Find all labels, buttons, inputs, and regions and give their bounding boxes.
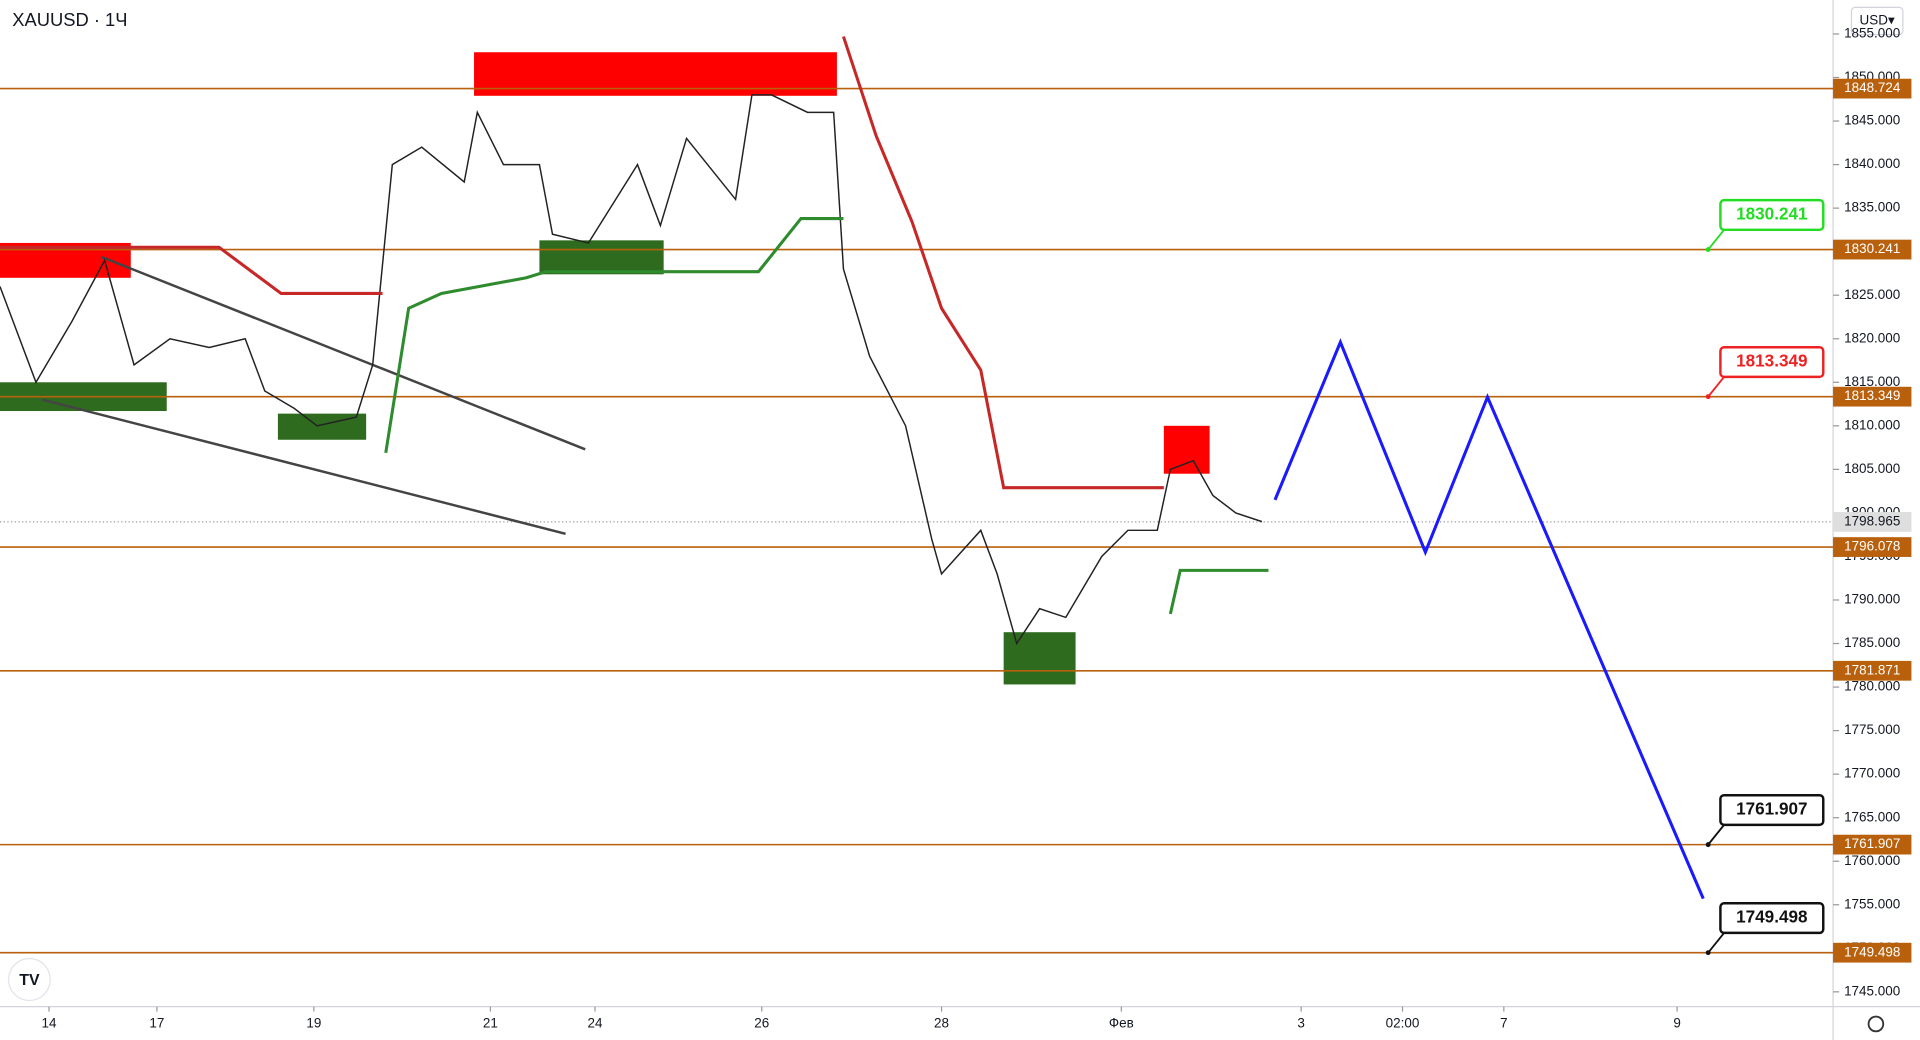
level-label: 1848.724: [1844, 80, 1901, 95]
y-tick-label: 1805.000: [1844, 461, 1900, 476]
y-tick-label: 1785.000: [1844, 635, 1900, 650]
callout-label: 1830.241: [1736, 203, 1808, 223]
callout-box: [1719, 902, 1825, 935]
level-label-bg: [1833, 78, 1912, 99]
y-tick-label: 1790.000: [1844, 592, 1900, 607]
zone: [1163, 425, 1210, 474]
logo: TV: [7, 957, 51, 1002]
symbol: XAUUSD · 1Ч: [12, 9, 127, 30]
callout-label: 1761.907: [1736, 799, 1807, 819]
x-tick-label: 14: [42, 1015, 57, 1030]
x-tick-label: 7: [1500, 1015, 1507, 1030]
level-label-bg: [1833, 834, 1912, 855]
level-label: 1830.241: [1844, 241, 1900, 256]
y-tick-label: 1840.000: [1844, 156, 1900, 171]
x-tick-label: 02:00: [1386, 1015, 1420, 1030]
callout-box: [1719, 793, 1825, 827]
trendline: [42, 398, 566, 536]
level-label: 1781.871: [1844, 662, 1900, 677]
indicator-line: [842, 36, 1164, 490]
x-tick-label: 3: [1297, 1015, 1304, 1030]
current-price-bg: [1833, 512, 1912, 532]
level-label-bg: [1833, 660, 1912, 681]
x-tick-label: 9: [1673, 1015, 1680, 1030]
y-tick-label: 1845.000: [1844, 113, 1900, 128]
y-tick-label: 1745.000: [1844, 983, 1900, 998]
price-line: [0, 94, 1263, 646]
indicator-line: [1273, 338, 1705, 900]
callout-pointer: [1707, 229, 1725, 251]
y-tick-label: 1815.000: [1844, 374, 1900, 389]
currency-button[interactable]: [1850, 6, 1904, 36]
level-label: 1813.349: [1844, 388, 1900, 403]
x-tick-label: Фев: [1109, 1015, 1134, 1030]
trendline: [100, 255, 586, 451]
svg-text:TV: TV: [19, 972, 40, 989]
x-tick-label: 17: [149, 1015, 164, 1030]
current-price-label: 1798.965: [1844, 513, 1900, 528]
x-tick-label: 26: [754, 1015, 769, 1030]
y-tick-label: 1825.000: [1844, 287, 1900, 302]
y-tick-label: 1770.000: [1844, 766, 1900, 781]
y-tick-label: 1820.000: [1844, 330, 1900, 345]
indicator-line: [384, 217, 844, 454]
callout-pointer: [1707, 932, 1725, 954]
y-tick-label: 1775.000: [1844, 722, 1900, 737]
currency[interactable]: USD▾: [1860, 13, 1895, 28]
level-label-bg: [1833, 537, 1912, 557]
level-label: 1796.078: [1844, 539, 1900, 554]
y-tick-label: 1765.000: [1844, 809, 1900, 824]
y-tick-label: 1855.000: [1844, 26, 1900, 41]
y-tick-label: 1810.000: [1844, 417, 1900, 432]
y-tick-label: 1835.000: [1844, 200, 1900, 215]
x-tick-label: 24: [588, 1015, 603, 1030]
x-tick-label: 19: [306, 1015, 321, 1030]
x-tick-label: 28: [934, 1015, 949, 1030]
settings-icon[interactable]: [1867, 1015, 1885, 1033]
callout-pointer: [1707, 376, 1725, 398]
level-label-bg: [1833, 239, 1912, 260]
callout-box: [1719, 198, 1825, 232]
zone: [539, 240, 664, 275]
level-label-bg: [1833, 386, 1912, 407]
callout-box: [1719, 346, 1825, 379]
level-label: 1761.907: [1844, 836, 1900, 851]
zone: [1003, 632, 1076, 685]
callout-label: 1813.349: [1736, 351, 1807, 371]
level-label: 1749.498: [1844, 944, 1900, 959]
callout-label: 1749.498: [1736, 907, 1808, 927]
x-tick-label: 21: [483, 1015, 498, 1030]
y-tick-label: 1780.000: [1844, 679, 1900, 694]
indicator-line: [1168, 568, 1269, 615]
level-label-bg: [1833, 942, 1912, 963]
indicator-line: [0, 245, 383, 296]
y-tick-label: 1760.000: [1844, 853, 1900, 868]
y-tick-label: 1755.000: [1844, 896, 1900, 911]
callout-pointer: [1707, 824, 1725, 846]
